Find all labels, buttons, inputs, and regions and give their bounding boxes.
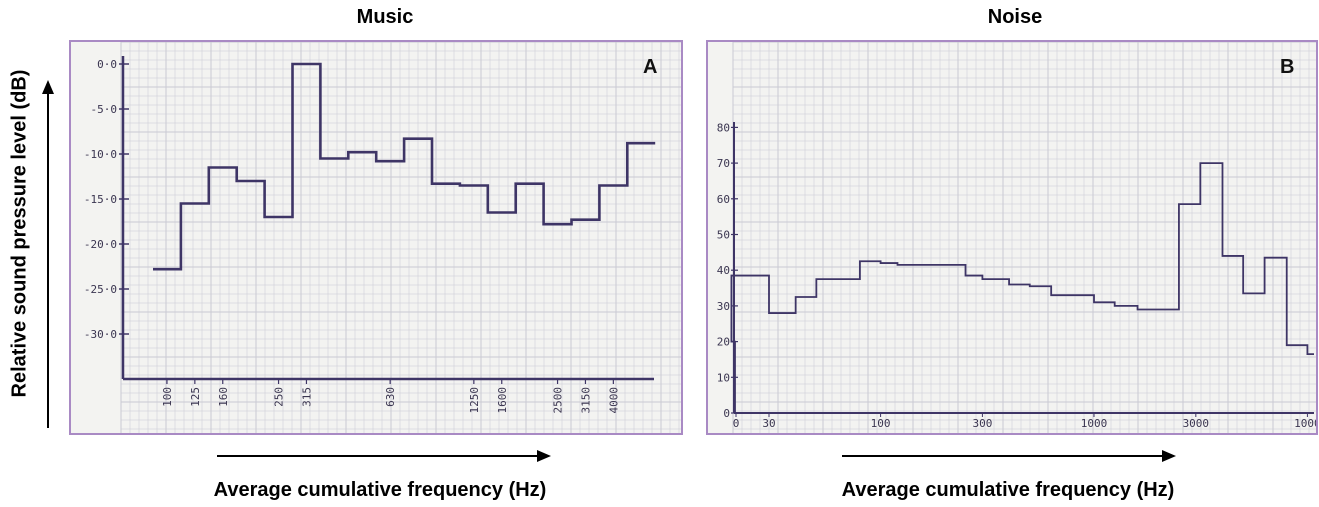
noise-chart: 0 10 20 30 40 50 60 70 80 0 30 100 300 1000 3000 1000 <box>717 42 1316 433</box>
music-y-tick-label: -20·0 <box>84 238 117 251</box>
music-y-tick-label: -30·0 <box>84 328 117 341</box>
music-x-tick-label: 3150 <box>579 387 592 414</box>
x-axis-label-a: Average cumulative frequency (Hz) <box>213 479 547 501</box>
music-x-tick-label: 630 <box>384 387 397 407</box>
noise-x-tick-label: 1000 <box>1081 417 1108 430</box>
noise-x-tick-label: 3000 <box>1183 417 1210 430</box>
music-y-tick-label: -25·0 <box>84 283 117 296</box>
noise-x-tick-label: 100 <box>871 417 891 430</box>
noise-y-tick-label: 70 <box>717 157 730 170</box>
music-x-tick-label: 160 <box>217 387 230 407</box>
noise-x-tick-label: 300 <box>972 417 992 430</box>
x-axis-label-b: Average cumulative frequency (Hz) <box>841 479 1175 501</box>
y-axis-arrow <box>42 80 54 428</box>
noise-title: Noise <box>987 6 1043 28</box>
noise-y-tick-label: 60 <box>717 193 730 206</box>
panel-a: 0·0 -5·0 -10·0 -15·0 -20·0 -25·0 -30·0 100 125 16… <box>69 40 683 435</box>
noise-y-tick-label: 20 <box>717 336 730 349</box>
noise-y-tick-label: 10 <box>717 371 730 384</box>
y-axis-label: Relative sound pressure level (dB) <box>8 69 31 398</box>
noise-y-tick-label: 80 <box>717 121 730 134</box>
noise-x-tick-label: 30 <box>762 417 775 430</box>
music-x-tick-label: 315 <box>300 387 313 407</box>
music-y-tick-label: -5·0 <box>91 103 118 116</box>
panel-b-letter: B <box>1280 56 1295 78</box>
panel-a-letter: A <box>643 56 658 78</box>
music-x-tick-label: 1600 <box>496 387 509 414</box>
noise-x-tick-label: 1000 <box>1294 417 1316 430</box>
music-y-tick-label: -10·0 <box>84 148 117 161</box>
x-axis-arrow-a <box>217 450 551 462</box>
music-title: Music <box>356 6 414 28</box>
music-chart: 0·0 -5·0 -10·0 -15·0 -20·0 -25·0 -30·0 100 125 16… <box>84 42 681 433</box>
music-x-tick-label: 1250 <box>468 387 481 414</box>
music-x-tick-label: 125 <box>189 387 202 407</box>
noise-y-tick-label: 40 <box>717 264 730 277</box>
noise-y-tick-label: 30 <box>717 300 730 313</box>
music-y-tick-label: -15·0 <box>84 193 117 206</box>
noise-spectrum-line <box>730 162 1314 413</box>
noise-y-tick-label: 0 <box>723 407 730 420</box>
noise-y-tick-label: 50 <box>717 229 730 242</box>
music-x-tick-label: 100 <box>161 387 174 407</box>
music-y-tick-label: 0·0 <box>97 58 117 71</box>
panel-b: 0 10 20 30 40 50 60 70 80 0 30 100 300 1000 3000 1000 B <box>706 40 1318 435</box>
music-x-tick-label: 2500 <box>552 387 565 414</box>
music-x-tick-label: 4000 <box>607 387 620 414</box>
music-x-tick-label: 250 <box>273 387 286 407</box>
x-axis-arrow-b <box>842 450 1176 462</box>
music-spectrum-line <box>153 62 656 271</box>
noise-x-tick-label: 0 <box>733 417 740 430</box>
